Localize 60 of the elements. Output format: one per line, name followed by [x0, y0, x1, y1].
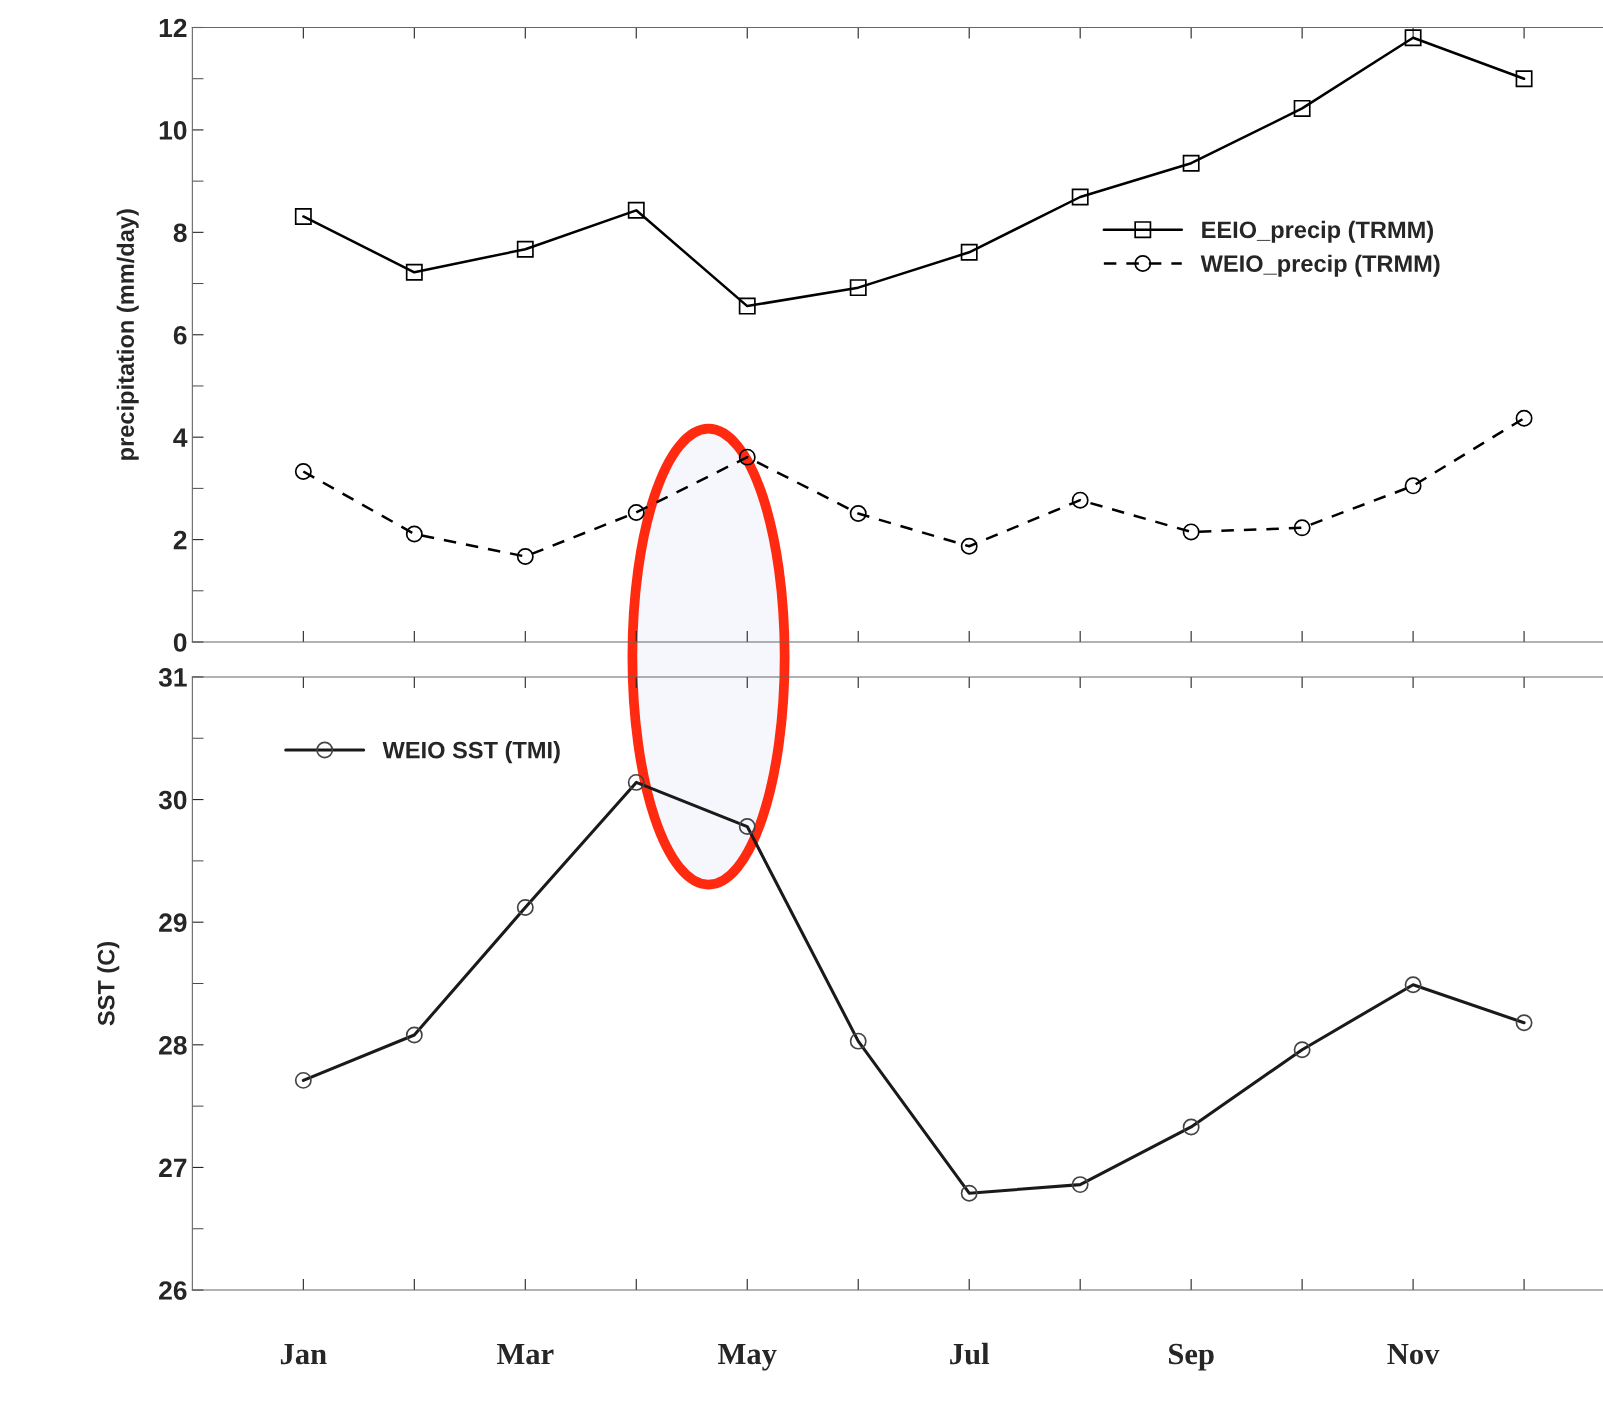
point: [1182, 154, 1200, 172]
point: [627, 201, 645, 219]
point: [1515, 1014, 1533, 1032]
point: [405, 525, 423, 543]
x-tick-label: Sep: [1169, 1343, 1214, 1371]
x-tick-label: May: [718, 1343, 777, 1371]
point: [516, 899, 534, 916]
x-tick-label: Jan: [280, 1344, 327, 1365]
point: [627, 773, 645, 791]
y-tick-label: 4: [173, 428, 188, 447]
y-tick-label: 6: [173, 325, 187, 345]
x-tick-label: Mar: [496, 1344, 554, 1365]
point: [1071, 188, 1089, 206]
point: [738, 818, 756, 836]
point: [405, 263, 423, 281]
y-tick-label: 29: [159, 913, 187, 933]
legend-label: WEIO_precip (TRMM): [1200, 254, 1440, 277]
point: [849, 1032, 867, 1050]
point: [294, 463, 312, 480]
y-tick-label: 28: [159, 1035, 187, 1055]
point: [516, 548, 534, 565]
point: [1515, 409, 1533, 427]
point: [1515, 70, 1533, 88]
point: [960, 1184, 978, 1202]
point: [849, 505, 867, 522]
y-tick-label: 10: [159, 121, 187, 140]
y-axis-title: SST (C): [97, 942, 120, 1026]
point: [294, 207, 312, 225]
point: [960, 243, 978, 261]
point: [1293, 1041, 1311, 1059]
y-tick-label: 26: [159, 1281, 187, 1300]
point: [1071, 1176, 1089, 1194]
y-tick-label: 31: [158, 668, 187, 687]
point: [1071, 491, 1089, 509]
point: [960, 537, 978, 555]
y-tick-label: 30: [158, 790, 187, 810]
legend-label: EEIO_precip (TRMM): [1202, 220, 1433, 243]
point: [627, 503, 645, 521]
point: [1293, 519, 1311, 537]
y-axis-title: precipitation (mm/day): [116, 209, 139, 460]
point: [849, 279, 867, 297]
point: [1182, 1118, 1200, 1136]
x-tick-label: Jul: [950, 1342, 990, 1365]
y-tick-label: 12: [159, 18, 187, 38]
point: [1293, 99, 1311, 117]
point: [294, 1071, 312, 1089]
point: [405, 1026, 423, 1044]
legend-label: WEIO SST (TMI): [382, 741, 560, 764]
point: [1404, 976, 1422, 994]
point: [1182, 523, 1200, 541]
point: [738, 297, 756, 315]
y-tick-label: 0: [173, 633, 187, 652]
y-tick-label: 2: [173, 530, 187, 550]
point: [1404, 29, 1422, 47]
y-tick-label: 27: [159, 1158, 187, 1177]
y-tick-label: 8: [173, 223, 187, 243]
point: [738, 448, 756, 466]
point: [1404, 477, 1422, 495]
x-tick-label: Nov: [1387, 1344, 1440, 1365]
point: [516, 240, 534, 258]
